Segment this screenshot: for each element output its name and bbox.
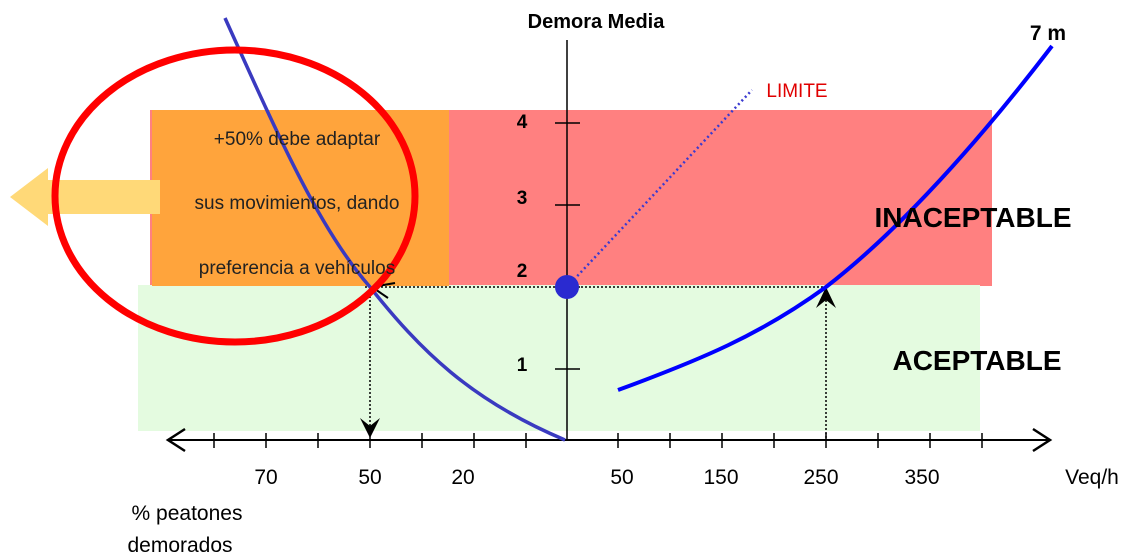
orange-note-line3: preferencia a vehículos xyxy=(199,258,395,279)
acceptable-zone xyxy=(138,285,980,431)
pedestrian-delay-curve xyxy=(223,17,566,442)
y-tick-label-1: 1 xyxy=(517,355,528,376)
width-curve-label: 7 m xyxy=(1030,22,1066,45)
limit-label: LIMITE xyxy=(766,81,827,102)
x-axis-right-arrow-icon xyxy=(1032,427,1053,453)
x-tick-label-150: 150 xyxy=(703,466,738,489)
x-tick-label-50-right: 50 xyxy=(610,466,633,489)
left-arrow-icon xyxy=(10,168,160,226)
limit-point xyxy=(555,275,579,299)
unacceptable-label: INACEPTABLE xyxy=(874,202,1071,233)
x-axis-left-arrow-icon xyxy=(165,427,186,453)
x-axis-unit: Veq/h xyxy=(1065,466,1119,489)
rise-arrow-right-icon xyxy=(816,287,836,308)
acceptable-label: ACEPTABLE xyxy=(892,345,1061,376)
orange-note-line1: +50% debe adaptar xyxy=(214,129,381,150)
x-tick-label-350: 350 xyxy=(904,466,939,489)
x-tick-label-50-left: 50 xyxy=(358,466,381,489)
left-axis-title-line1: % peatones xyxy=(132,502,243,525)
y-axis-title: Demora Media xyxy=(528,11,666,33)
highlight-circle xyxy=(51,46,419,346)
y-tick-label-2: 2 xyxy=(517,261,528,282)
vehicle-delay-curve xyxy=(617,44,1054,392)
left-axis-title-line2: demorados xyxy=(127,534,232,557)
drop-arrow-left-icon xyxy=(360,418,380,438)
orange-note-line2: sus movimientos, dando xyxy=(195,193,400,214)
x-axis-ticks xyxy=(213,433,983,448)
y-tick-label-3: 3 xyxy=(517,188,528,209)
x-tick-label-250: 250 xyxy=(803,466,838,489)
limit-line xyxy=(566,89,753,288)
y-tick-label-4: 4 xyxy=(517,112,528,133)
x-tick-label-70: 70 xyxy=(254,466,277,489)
x-tick-label-20: 20 xyxy=(451,466,474,489)
